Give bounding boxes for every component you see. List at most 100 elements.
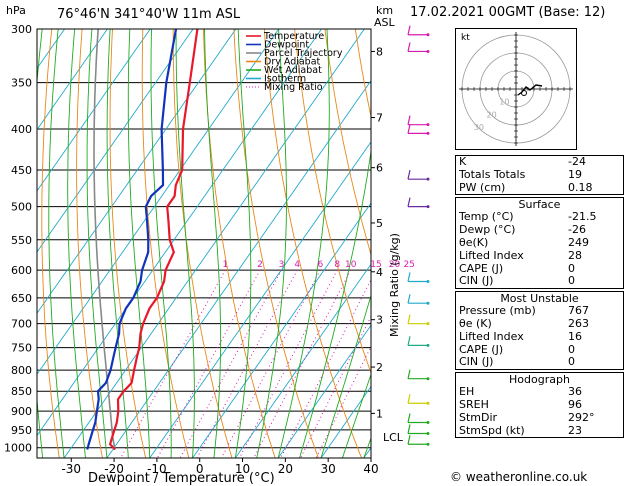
wind-barb-flag <box>407 42 411 52</box>
hodograph-ring-label: 30 <box>474 123 484 132</box>
mixing-ratio-label: 3 <box>279 260 285 270</box>
dry-adiabat-line <box>172 29 233 458</box>
mixing-ratio-label: 4 <box>294 260 300 270</box>
table-row: Temp (°C) -21.5 <box>456 211 623 224</box>
legend-label: Isotherm <box>264 74 306 85</box>
table-row: θe (K) 263 <box>456 316 623 331</box>
wind-barb-dot <box>426 377 430 381</box>
asl-unit-label: ASL <box>374 16 396 29</box>
wet-adiabat-line <box>341 372 371 458</box>
mixing-ratio-label: 25 <box>403 260 414 270</box>
mixing-ratio-line <box>280 278 371 458</box>
row-label: CAPE (J) <box>459 342 504 356</box>
dry-adiabat-line <box>324 29 371 257</box>
wet-adiabat-line <box>150 29 172 458</box>
isotherm-line <box>106 79 371 458</box>
pressure-tick-label: 900 <box>11 405 32 418</box>
hodograph: kt 10 20 30 <box>455 28 577 150</box>
km-tick-label: 5 <box>376 217 383 230</box>
wind-barb-flag <box>407 170 411 180</box>
table-row: Lifted Index 28 <box>456 248 623 263</box>
p-unit-label: hPa <box>6 4 26 17</box>
table-row: EH 36 <box>456 385 623 399</box>
wet-adiabat-line <box>256 29 287 458</box>
table-row: θe(K) 249 <box>456 235 623 250</box>
x-tick-label: -10 <box>147 462 167 476</box>
pressure-tick-label: 950 <box>11 424 32 437</box>
km-tick-label: 4 <box>376 266 383 279</box>
row-value: 0 <box>568 261 575 275</box>
wind-barb-flag <box>407 394 411 404</box>
x-tick-label: 40 <box>363 462 378 476</box>
pressure-tick-label: 300 <box>11 23 32 36</box>
table-row: Pressure (mb) 767 <box>456 304 623 318</box>
dry-adiabat-line <box>233 29 319 458</box>
row-label: Dewp (°C) <box>459 223 516 237</box>
wind-barb-dot <box>426 131 430 135</box>
wind-barb-dot <box>426 322 430 326</box>
plot-frame <box>36 28 372 459</box>
row-value: 0 <box>568 274 575 288</box>
most-unstable-box: Most Unstable Pressure (mb) 767 θe (K) 263 L… <box>455 291 624 371</box>
skewt-diagram: 3003504004505005506006507007508008509009… <box>4 4 430 486</box>
dry-adiabat-line <box>76 29 103 458</box>
wet-adiabat-line <box>67 29 86 458</box>
table-row: StmDir 292° <box>456 410 623 425</box>
km-tick-label: 7 <box>376 112 383 125</box>
row-value: 96 <box>568 397 582 411</box>
row-label: EH <box>459 385 475 399</box>
wind-barb-dot <box>426 343 430 347</box>
table-row: K -24 <box>456 155 623 169</box>
pressure-tick-label: 750 <box>11 342 32 355</box>
km-tick-label: 1 <box>376 407 383 420</box>
row-value: 0.18 <box>568 180 593 194</box>
row-value: 28 <box>568 248 582 262</box>
wind-barb-flag <box>407 197 411 207</box>
wind-barb-dot <box>426 279 430 283</box>
row-label: Lifted Index <box>459 248 524 262</box>
row-label: CAPE (J) <box>459 261 504 275</box>
table-row: Dewp (°C) -26 <box>456 223 623 237</box>
row-value: -26 <box>568 223 586 237</box>
dry-adiabat-line <box>109 29 147 458</box>
mixing-ratio-line <box>253 269 352 458</box>
row-value: 0 <box>568 342 575 356</box>
parcel-trajectory-line <box>93 29 116 450</box>
row-value: 263 <box>568 316 589 330</box>
hodograph-ring-label: 20 <box>487 110 497 119</box>
pressure-tick-label: 850 <box>11 385 32 398</box>
row-value: 23 <box>568 423 582 437</box>
mixing-ratio-line <box>179 269 282 458</box>
km-unit-label: km <box>376 4 393 17</box>
pressure-tick-label: 1000 <box>4 442 32 455</box>
isotherm-line <box>149 141 371 458</box>
wet-adiabat-line <box>106 29 129 458</box>
row-label: StmSpd (kt) <box>459 423 525 437</box>
dry-adiabat-line <box>294 29 371 375</box>
mixing-ratio-line <box>238 269 338 458</box>
station-title: 76°46'N 341°40'W 11m ASL <box>57 7 241 22</box>
mixing-ratio-line <box>220 269 321 458</box>
wind-barb-dot <box>426 205 430 209</box>
row-label: StmDir <box>459 410 498 424</box>
wind-barb-dot <box>426 49 430 53</box>
row-label: θe (K) <box>459 316 492 330</box>
isotherm-line <box>37 29 237 314</box>
hodograph-ring-label: 10 <box>499 98 509 107</box>
mixing-ratio-label: 15 <box>370 260 381 270</box>
x-axis-title: Dewpoint / Temperature (°C) <box>88 471 275 486</box>
temperature-line <box>108 29 199 451</box>
row-value: 292° <box>568 410 595 424</box>
row-value: 249 <box>568 235 589 249</box>
x-tick-label: 10 <box>235 462 250 476</box>
mixing-ratio-label: 2 <box>257 260 263 270</box>
wind-barb-flag <box>407 124 411 134</box>
row-value: -21.5 <box>568 210 597 224</box>
wind-barb-dot <box>426 442 430 446</box>
row-label: CIN (J) <box>459 274 494 288</box>
row-value: 767 <box>568 304 589 318</box>
mixing-ratio-line <box>156 269 261 458</box>
wet-adiabat-line <box>204 29 222 458</box>
legend-label: Mixing Ratio <box>264 82 323 93</box>
mixing-ratio-label: 6 <box>317 260 323 270</box>
